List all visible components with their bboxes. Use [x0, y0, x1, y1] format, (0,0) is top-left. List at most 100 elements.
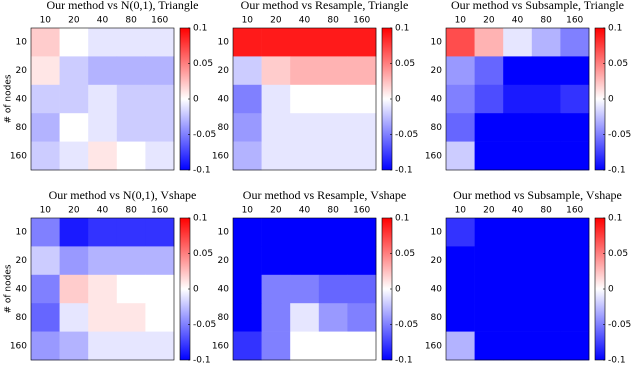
heat-cell: [31, 113, 60, 142]
x-tick-label: 80: [125, 206, 137, 216]
heat-cell: [261, 28, 291, 57]
x-tick-label: 160: [566, 16, 583, 26]
heat-cell: [290, 141, 320, 171]
colorbar-tick-label: 0: [608, 95, 614, 105]
heat-cell: [233, 246, 262, 276]
colorbar-tick-label: -0.05: [608, 130, 631, 140]
y-tick-label: 160: [425, 151, 442, 161]
heat-cell: [503, 274, 533, 304]
heat-cell: [347, 113, 377, 142]
colorbar-tick-label: 0: [193, 285, 199, 295]
heat-cell: [261, 246, 291, 276]
panel-title: Our method vs Resample, Vshape: [243, 188, 406, 202]
colorbar-tick-label: 0: [608, 285, 614, 295]
y-tick-label: 80: [16, 123, 28, 133]
heat-cell: [531, 113, 561, 142]
heat-cell: [116, 141, 146, 171]
heat-cell: [290, 274, 320, 304]
heat-cell: [318, 113, 348, 142]
panel-title: Our method vs Subsample, Triangle: [451, 0, 624, 12]
x-tick-label: 80: [540, 16, 552, 26]
x-tick-label: 10: [455, 206, 467, 216]
heat-cell: [31, 303, 60, 332]
heat-cell: [474, 246, 504, 276]
x-tick-label: 160: [566, 206, 583, 216]
x-tick-label: 10: [40, 206, 52, 216]
heat-cell: [290, 218, 320, 247]
heat-cell: [318, 141, 348, 171]
heat-cell: [31, 56, 60, 86]
heat-cell: [116, 28, 146, 57]
heat-cell: [531, 331, 561, 361]
x-tick-label: 160: [151, 206, 168, 216]
colorbar-tick-label: 0: [395, 285, 401, 295]
heat-cell: [261, 141, 291, 171]
y-tick-label: 20: [218, 66, 230, 76]
heat-cell: [446, 113, 475, 142]
heat-cell: [318, 246, 348, 276]
y-axis-label: # of nodes: [4, 74, 14, 123]
heat-cell: [503, 56, 533, 86]
heat-cell: [560, 303, 590, 332]
heat-cell: [560, 331, 590, 361]
heat-cell: [347, 28, 377, 57]
heat-cell: [531, 303, 561, 332]
colorbar-tick-label: 0.05: [193, 249, 213, 259]
colorbar-tick-label: -0.05: [608, 320, 631, 330]
x-tick-label: 10: [242, 206, 254, 216]
heat-cell: [233, 303, 262, 332]
heat-cell: [347, 218, 377, 247]
heat-cell: [531, 56, 561, 86]
heat-cell: [347, 56, 377, 86]
heat-cell: [446, 28, 475, 57]
y-tick-label: 80: [16, 313, 28, 323]
x-tick-label: 40: [299, 206, 311, 216]
heat-cell: [318, 56, 348, 86]
heat-cell: [560, 28, 590, 57]
heat-cell: [290, 56, 320, 86]
heat-cell: [88, 28, 118, 57]
heat-cell: [59, 141, 89, 171]
heat-cell: [318, 303, 348, 332]
y-tick-label: 160: [212, 341, 229, 351]
y-tick-label: 160: [10, 151, 27, 161]
colorbar-tick-label: 0: [193, 95, 199, 105]
y-tick-label: 10: [16, 38, 28, 48]
heat-cell: [31, 218, 60, 247]
heat-cell: [145, 274, 175, 304]
heat-cell: [88, 113, 118, 142]
heat-cell: [318, 218, 348, 247]
heat-cell: [474, 141, 504, 171]
y-tick-label: 20: [16, 256, 28, 266]
plot-frame: [30, 217, 175, 361]
y-tick-label: 160: [212, 151, 229, 161]
heat-cell: [116, 274, 146, 304]
x-tick-label: 80: [125, 16, 137, 26]
colorbar-tick-label: -0.1: [608, 356, 626, 366]
heat-cell: [347, 274, 377, 304]
colorbar-tick-label: 0.1: [395, 214, 409, 224]
heat-cell: [560, 274, 590, 304]
heat-cell: [261, 84, 291, 114]
heat-cell: [88, 56, 118, 86]
heat-cell: [503, 246, 533, 276]
heat-cell: [145, 56, 175, 86]
heat-cell: [233, 56, 262, 86]
heat-cell: [503, 84, 533, 114]
heat-cell: [446, 218, 475, 247]
heat-cell: [474, 331, 504, 361]
heat-cell: [261, 331, 291, 361]
heat-cell: [474, 274, 504, 304]
heat-cell: [531, 246, 561, 276]
heat-cell: [31, 331, 60, 361]
heat-cell: [446, 274, 475, 304]
heat-cell: [347, 246, 377, 276]
y-tick-label: 40: [218, 95, 230, 105]
heat-cell: [446, 141, 475, 171]
colorbar-tick-label: 0.1: [608, 24, 622, 34]
heat-cell: [145, 331, 175, 361]
plot-frame: [445, 217, 590, 361]
heat-cell: [88, 84, 118, 114]
colorbar-tick-label: 0.05: [608, 249, 628, 259]
heat-cell: [145, 218, 175, 247]
